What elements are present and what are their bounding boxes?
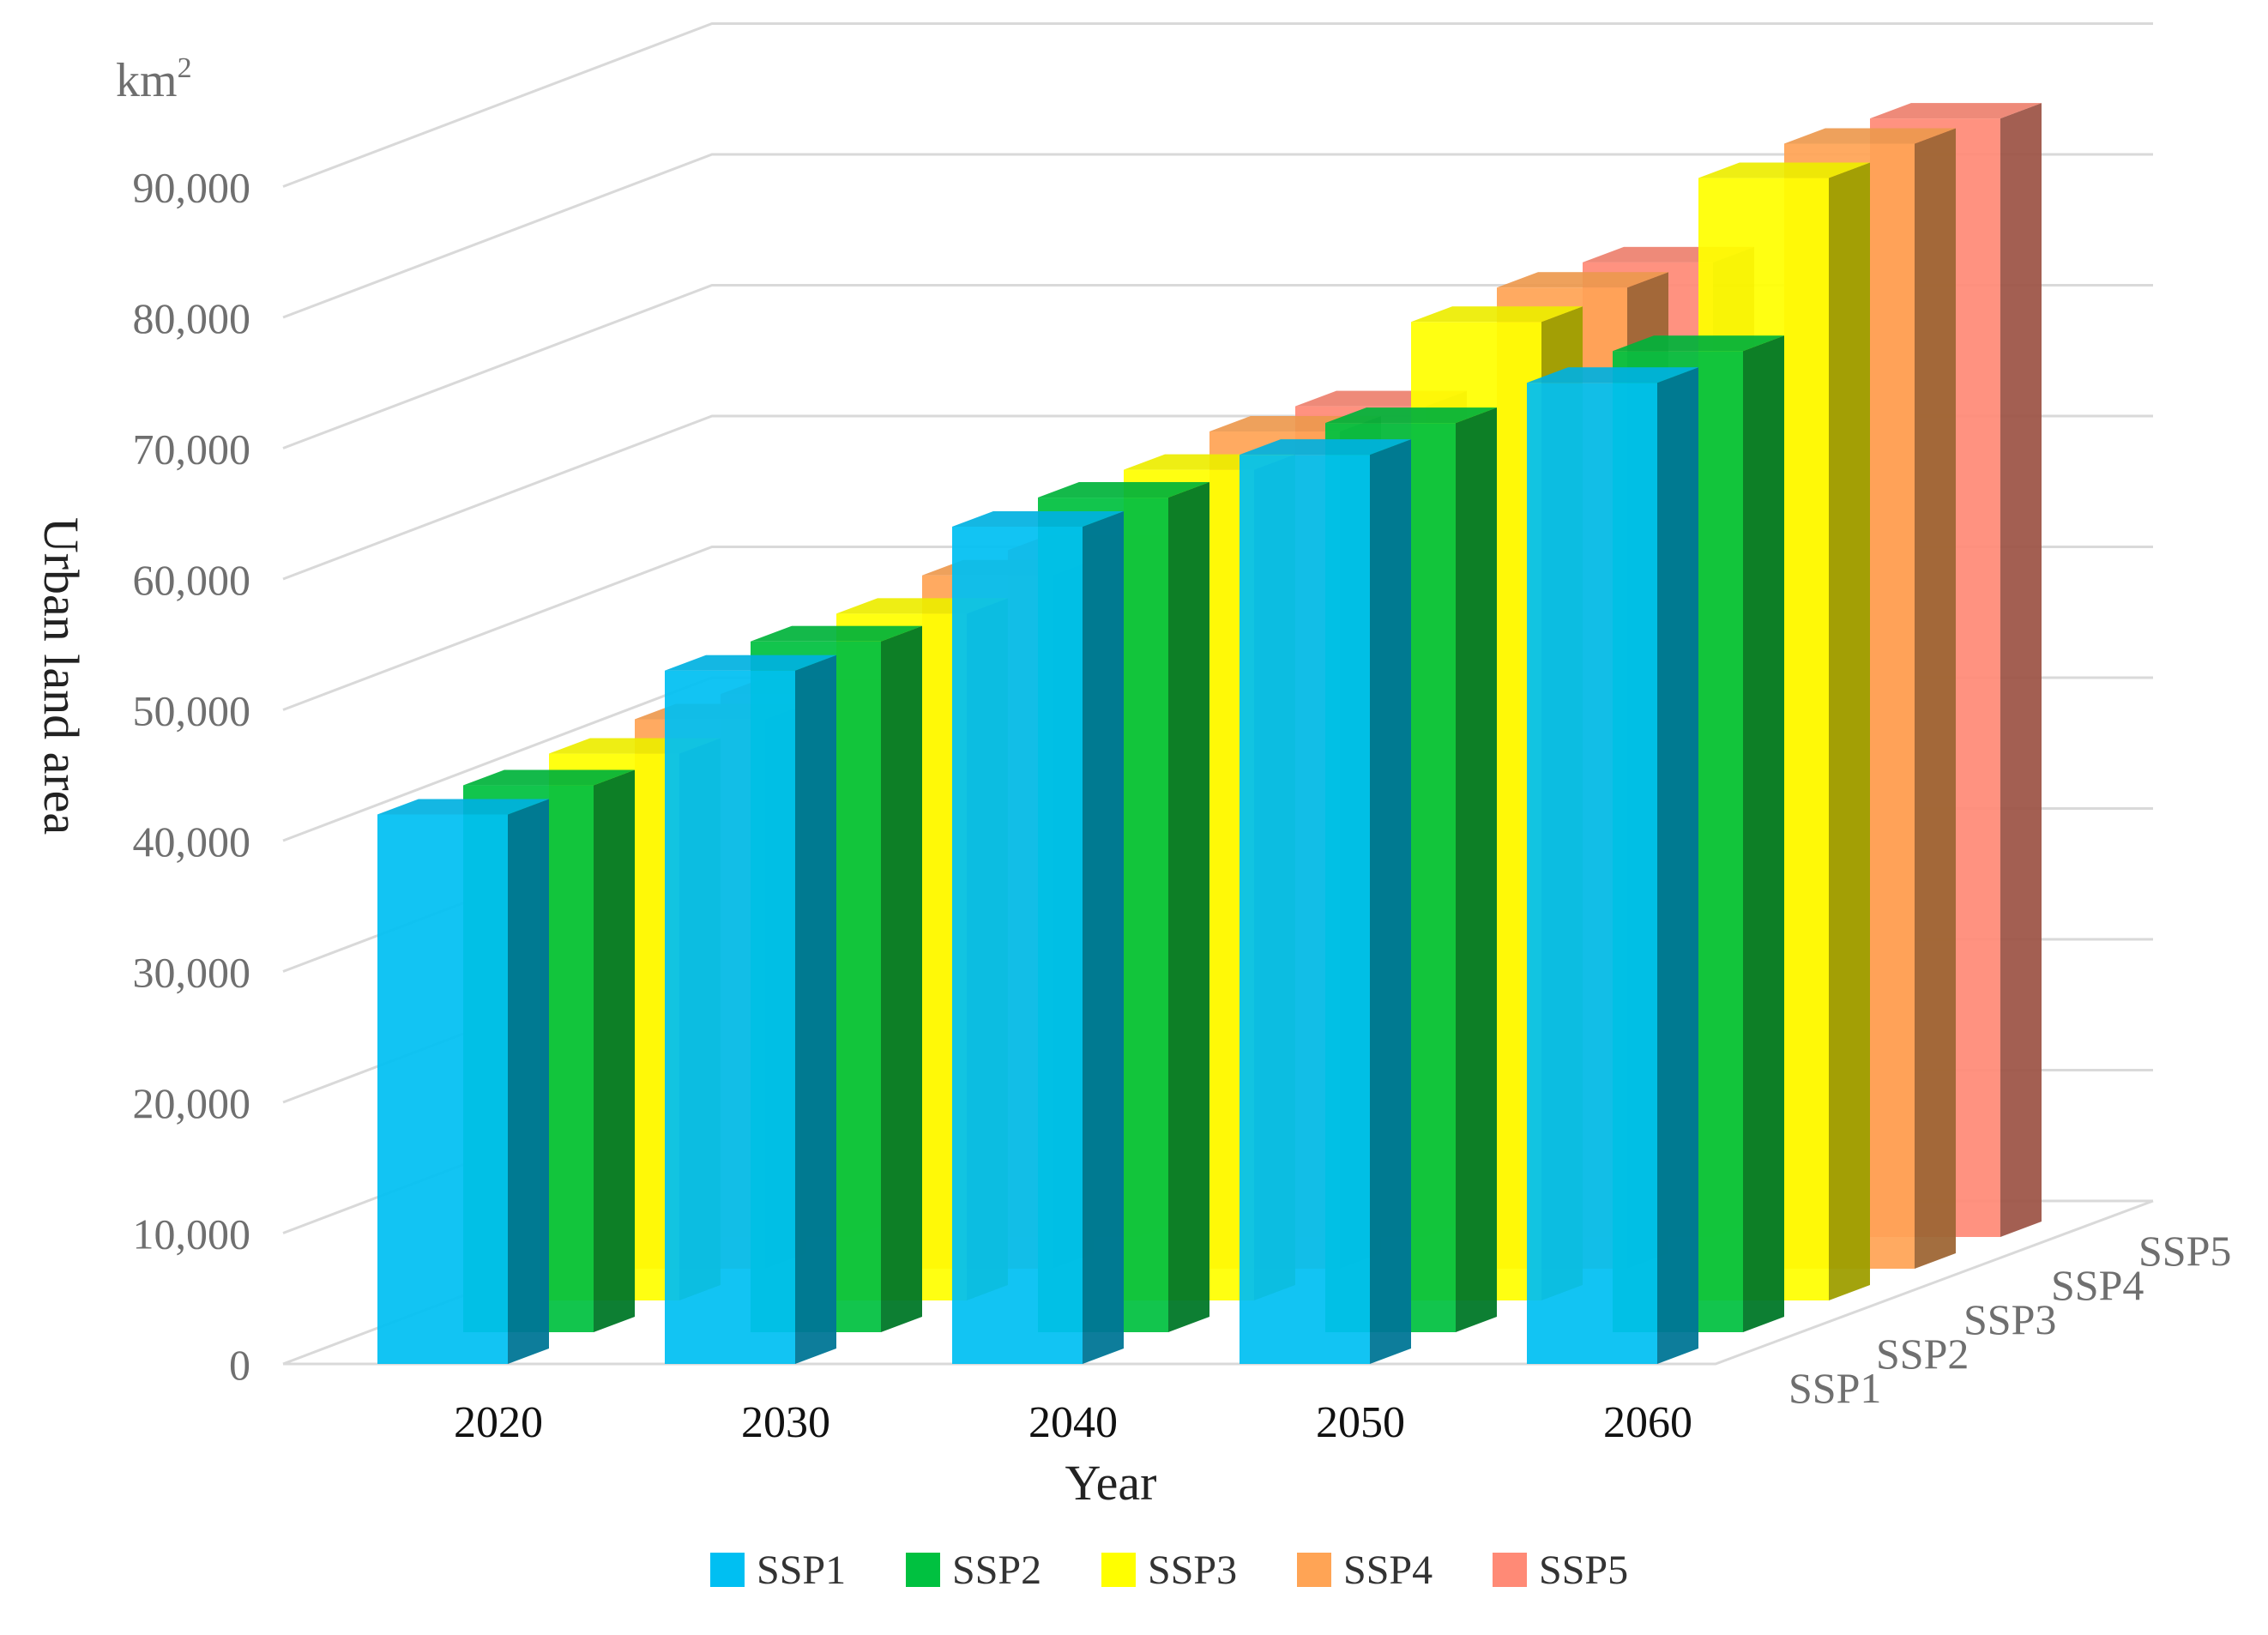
y-tick-label: 0 <box>229 1341 250 1389</box>
legend-swatch <box>1297 1553 1331 1587</box>
depth-tick-label: SSP3 <box>1963 1295 2056 1343</box>
y-tick-label: 90,000 <box>133 164 251 212</box>
legend-item-ssp5: SSP5 <box>1493 1548 1628 1593</box>
y-tick-label: 10,000 <box>133 1210 251 1258</box>
bar-ssp1-2040 <box>952 511 1124 1364</box>
legend-item-ssp2: SSP2 <box>906 1548 1041 1593</box>
legend-swatch <box>906 1553 940 1587</box>
x-tick-label: 2050 <box>1316 1398 1405 1447</box>
y-tick-label: 50,000 <box>133 687 251 735</box>
y-tick-label: 30,000 <box>133 949 251 997</box>
gridline <box>282 153 2153 319</box>
y-tick-label: 70,000 <box>133 425 251 474</box>
legend-swatch <box>1493 1553 1527 1587</box>
depth-tick-label: SSP1 <box>1788 1364 1881 1412</box>
bar-ssp1-2030 <box>665 655 836 1364</box>
depth-tick-label: SSP5 <box>2138 1227 2231 1275</box>
x-axis-title: Year <box>1065 1455 1157 1511</box>
bar-ssp1-2050 <box>1240 439 1411 1364</box>
legend-label: SSP5 <box>1539 1548 1628 1593</box>
legend-item-ssp1: SSP1 <box>710 1548 846 1593</box>
x-tick-label: 2040 <box>1028 1398 1118 1447</box>
y-axis-ticks: 0 10,000 20,000 30,000 40,000 50,000 60,000 70,… <box>133 164 251 1390</box>
y-tick-label: 20,000 <box>133 1079 251 1127</box>
legend: SSP1 SSP2 SSP3 SSP4 SSP5 <box>710 1548 1628 1593</box>
y-tick-label: 60,000 <box>133 556 251 604</box>
depth-tick-label: SSP2 <box>1876 1330 1969 1378</box>
legend-item-ssp3: SSP3 <box>1101 1548 1237 1593</box>
legend-swatch <box>1101 1553 1136 1587</box>
x-tick-label: 2030 <box>741 1398 830 1447</box>
y-tick-label: 80,000 <box>133 294 251 342</box>
legend-label: SSP2 <box>952 1548 1041 1593</box>
legend-swatch <box>710 1553 745 1587</box>
y-tick-label: 40,000 <box>133 818 251 866</box>
bar-ssp1-2020 <box>377 799 549 1364</box>
gridline <box>282 22 2153 188</box>
depth-tick-label: SSP4 <box>2051 1261 2144 1309</box>
unit-label: km2 <box>116 52 192 107</box>
y-axis-title: Urban land area <box>33 517 89 835</box>
legend-item-ssp4: SSP4 <box>1297 1548 1433 1593</box>
x-tick-label: 2060 <box>1603 1398 1692 1447</box>
x-tick-label: 2020 <box>454 1398 543 1447</box>
legend-label: SSP1 <box>757 1548 846 1593</box>
legend-label: SSP4 <box>1343 1548 1433 1593</box>
x-axis-categories: 2020 2030 2040 2050 2060 <box>454 1398 1692 1447</box>
legend-label: SSP3 <box>1148 1548 1237 1593</box>
bars <box>377 103 2042 1364</box>
bar-ssp1-2060 <box>1527 367 1698 1364</box>
